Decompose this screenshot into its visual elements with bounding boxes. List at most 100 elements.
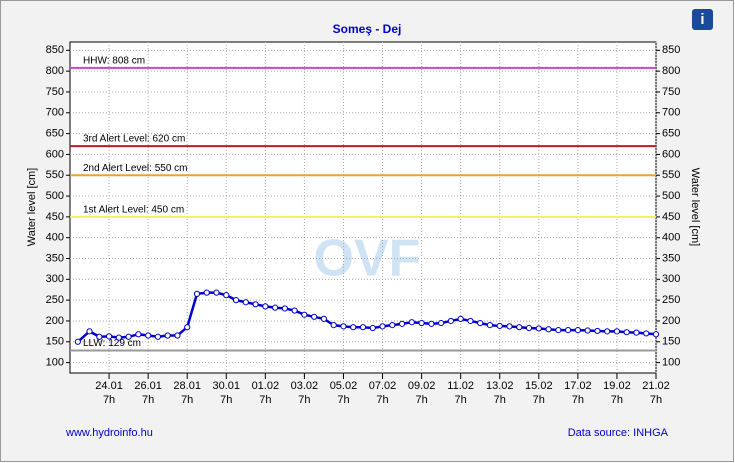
data-point <box>125 333 132 340</box>
data-point <box>340 323 347 330</box>
y-tick-label: 800 <box>46 65 64 77</box>
data-point <box>223 292 230 299</box>
data-point <box>506 323 513 330</box>
data-point <box>418 319 425 327</box>
x-tick-sublabel: 7h <box>533 394 545 406</box>
x-tick-sublabel: 7h <box>181 394 193 406</box>
data-point <box>74 338 81 345</box>
data-point <box>565 327 572 334</box>
y-tick-label: 200 <box>46 315 64 327</box>
data-point <box>398 320 406 327</box>
y-tick-label: 850 <box>46 44 64 56</box>
y-tick-label: 450 <box>46 211 64 223</box>
x-tick-sublabel: 7h <box>415 394 427 406</box>
level-label: 3rd Alert Level: 620 cm <box>83 134 185 145</box>
x-tick-label: 26.01 <box>134 380 162 392</box>
data-point <box>291 307 298 314</box>
level-label: HHW: 808 cm <box>83 55 145 66</box>
data-point <box>428 320 435 327</box>
y2-tick-label: 800 <box>662 65 680 77</box>
level-label: LLW: 129 cm <box>83 338 141 349</box>
y-tick-label: 350 <box>46 252 64 264</box>
level-label: 1st Alert Level: 450 cm <box>83 205 184 216</box>
y2-tick-label: 500 <box>662 190 680 202</box>
x-tick-sublabel: 7h <box>455 394 467 406</box>
data-point <box>272 304 279 311</box>
data-point <box>262 303 269 310</box>
level-label: 2nd Alert Level: 550 cm <box>83 163 188 174</box>
y-tick-label: 100 <box>46 356 64 368</box>
x-tick-sublabel: 7h <box>298 394 310 406</box>
data-point <box>105 333 113 340</box>
y2-tick-label: 750 <box>662 86 680 98</box>
y-tick-label: 550 <box>46 169 64 181</box>
x-tick-label: 05.02 <box>330 380 358 392</box>
data-point <box>467 317 474 325</box>
x-tick-label: 21.02 <box>642 380 670 392</box>
data-point <box>174 332 181 339</box>
chart-title: Someş - Dej <box>333 22 402 36</box>
x-tick-sublabel: 7h <box>103 394 115 406</box>
y2-tick-label: 350 <box>662 252 680 264</box>
data-point <box>135 331 142 338</box>
y-tick-label: 600 <box>46 148 64 160</box>
y2-tick-label: 650 <box>662 128 680 140</box>
x-tick-label: 13.02 <box>486 380 514 392</box>
y-tick-label: 750 <box>46 86 64 98</box>
data-point <box>525 324 533 332</box>
y-tick-label: 650 <box>46 128 64 140</box>
footer-link[interactable]: www.hydroinfo.hu <box>65 427 153 439</box>
data-point <box>623 329 630 336</box>
data-point <box>232 297 240 304</box>
x-tick-sublabel: 7h <box>220 394 232 406</box>
data-point <box>408 319 415 326</box>
x-tick-label: 01.02 <box>252 380 280 392</box>
data-point <box>613 328 621 335</box>
y2-tick-label: 450 <box>662 211 680 223</box>
data-point <box>496 322 503 330</box>
x-tick-label: 03.02 <box>291 380 319 392</box>
data-point <box>604 328 611 335</box>
data-point <box>652 331 660 338</box>
x-tick-label: 09.02 <box>408 380 436 392</box>
data-point <box>477 319 484 327</box>
data-point <box>574 327 581 334</box>
data-point <box>145 332 152 339</box>
data-point <box>115 334 122 341</box>
y2-tick-label: 600 <box>662 148 680 160</box>
data-point <box>438 319 445 327</box>
x-tick-label: 24.01 <box>95 380 123 392</box>
x-tick-sublabel: 7h <box>142 394 154 406</box>
x-tick-sublabel: 7h <box>259 394 271 406</box>
footer-source: Data source: INHGA <box>568 427 669 439</box>
info-icon-text[interactable]: i <box>700 11 704 28</box>
y2-tick-label: 700 <box>662 107 680 119</box>
y2-tick-label: 100 <box>662 356 680 368</box>
data-point <box>184 324 191 331</box>
x-tick-label: 30.01 <box>213 380 241 392</box>
data-point <box>379 323 386 330</box>
data-point <box>584 327 591 334</box>
info-icon[interactable] <box>692 9 713 30</box>
data-point <box>213 289 220 296</box>
data-point <box>330 322 337 329</box>
data-point <box>96 333 103 340</box>
y2-axis-label: Water level [cm] <box>689 168 701 246</box>
data-point <box>154 333 161 340</box>
y2-tick-label: 250 <box>662 294 680 306</box>
y-tick-label: 250 <box>46 294 64 306</box>
x-tick-label: 19.02 <box>603 380 631 392</box>
data-point <box>301 311 308 318</box>
y-tick-label: 300 <box>46 273 64 285</box>
x-tick-label: 11.02 <box>447 380 474 392</box>
plot-area <box>69 41 657 374</box>
data-point <box>203 289 210 296</box>
x-tick-sublabel: 7h <box>650 394 662 406</box>
data-point <box>86 328 93 335</box>
data-point <box>457 315 464 322</box>
data-point <box>369 324 376 332</box>
y2-tick-label: 300 <box>662 273 680 285</box>
y2-tick-label: 400 <box>662 232 680 244</box>
data-point <box>311 313 318 320</box>
